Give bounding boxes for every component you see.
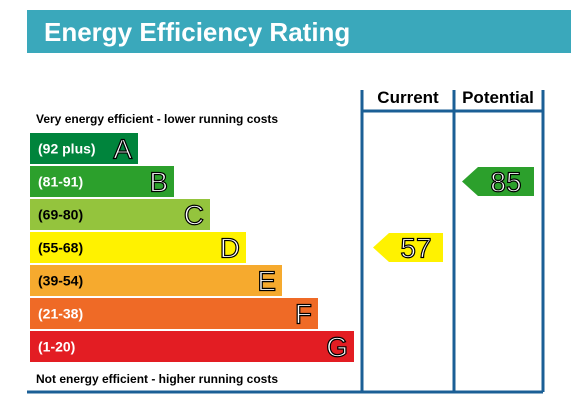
bottom-efficiency-label: Not energy efficient - higher running co… (36, 372, 278, 386)
page-title: Energy Efficiency Rating (44, 17, 350, 47)
band-bar-f (30, 298, 318, 329)
band-range-label: (55-68) (38, 240, 83, 256)
band-range-label: (69-80) (38, 207, 83, 223)
band-bar-c (30, 199, 210, 230)
band-e: (39-54) E (30, 265, 282, 297)
potential-rating-arrow-value: 85 (490, 167, 521, 198)
band-range-label: (92 plus) (38, 141, 96, 157)
band-letter: C (184, 200, 204, 231)
band-bar-d (30, 232, 246, 263)
band-bar-b (30, 166, 174, 197)
current-rating-arrow-value: 57 (400, 233, 431, 264)
band-b: (81-91) B (30, 166, 174, 198)
band-a: (92 plus) A (30, 133, 138, 165)
band-letter: E (257, 266, 276, 297)
band-d: (55-68) D (30, 232, 246, 264)
potential-rating-arrow: 85 (462, 166, 534, 198)
band-letter: B (149, 167, 168, 198)
potential-rating-arrow-shape (462, 167, 534, 196)
rating-arrows: 57 85 (373, 166, 534, 264)
band-letter: D (220, 233, 240, 264)
band-range-label: (81-91) (38, 174, 83, 190)
top-efficiency-label: Very energy efficient - lower running co… (36, 112, 278, 126)
band-range-label: (1-20) (38, 339, 75, 355)
current-rating-arrow: 57 (373, 232, 443, 264)
band-range-label: (21-38) (38, 306, 83, 322)
band-g: (1-20) G (30, 331, 354, 363)
band-bar-a (30, 133, 138, 164)
header-banner (27, 10, 571, 53)
rating-bands: (92 plus) A(81-91) B(69-80) C(55-68) D(39-54… (30, 133, 354, 363)
band-letter: G (326, 332, 348, 363)
column-header-current: Current (377, 88, 439, 107)
band-f: (21-38) F (30, 298, 318, 330)
band-c: (69-80) C (30, 199, 210, 231)
chart-frame (27, 90, 545, 394)
band-letter: A (113, 134, 132, 165)
column-header-potential: Potential (462, 88, 534, 107)
band-range-label: (39-54) (38, 273, 83, 289)
band-bar-g (30, 331, 354, 362)
band-letter: F (295, 299, 312, 330)
band-bar-e (30, 265, 282, 296)
current-rating-arrow-shape (373, 233, 443, 262)
